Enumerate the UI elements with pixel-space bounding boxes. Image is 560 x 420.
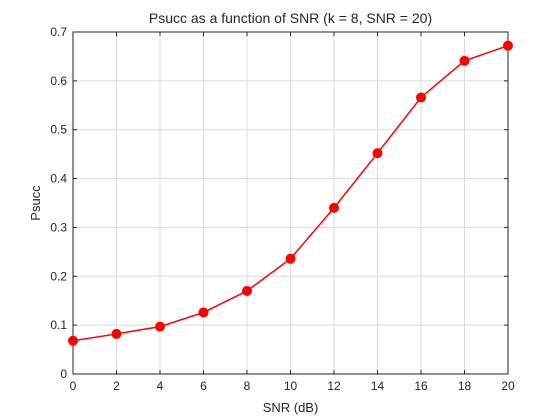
data-point <box>68 335 78 346</box>
grid <box>72 31 509 375</box>
x-tick-label: 2 <box>113 379 120 393</box>
x-tick-label: 16 <box>414 379 428 393</box>
data-point <box>329 202 339 213</box>
data-point <box>503 40 513 51</box>
y-tick-label: 0.6 <box>50 74 67 88</box>
data-point <box>242 285 252 296</box>
x-tick-label: 12 <box>327 379 341 393</box>
x-tick-label: 10 <box>284 379 298 393</box>
x-tick-label: 14 <box>371 379 385 393</box>
x-axis-ticks: 0 2 4 6 8 10 12 14 16 18 20 <box>70 32 515 393</box>
y-tick-label: 0 <box>60 367 67 381</box>
y-tick-label: 0.3 <box>50 220 67 234</box>
data-point <box>155 321 165 332</box>
x-tick-label: 18 <box>458 379 472 393</box>
data-point <box>198 307 209 318</box>
x-axis-label: SNR (dB) <box>263 400 319 415</box>
y-tick-label: 0.5 <box>50 123 67 137</box>
data-point <box>111 328 122 339</box>
y-tick-label: 0.1 <box>50 318 67 332</box>
x-tick-label: 8 <box>244 379 251 393</box>
x-tick-label: 6 <box>200 379 207 393</box>
x-tick-label: 20 <box>501 379 515 393</box>
y-tick-label: 0.4 <box>50 172 67 186</box>
chart-title: Psucc as a function of SNR (k = 8, SNR =… <box>149 10 432 26</box>
y-axis-ticks: 0 0.1 0.2 0.3 0.4 0.5 0.6 0.7 <box>50 25 508 381</box>
data-point <box>285 253 296 264</box>
data-point <box>372 148 383 159</box>
x-tick-label: 0 <box>70 379 77 393</box>
y-tick-label: 0.7 <box>50 25 67 39</box>
data-point <box>459 55 470 66</box>
series <box>68 40 513 346</box>
y-axis-label: Psucc <box>28 185 43 221</box>
x-tick-label: 4 <box>157 379 164 393</box>
data-point <box>416 92 426 103</box>
y-tick-label: 0.2 <box>50 269 67 283</box>
